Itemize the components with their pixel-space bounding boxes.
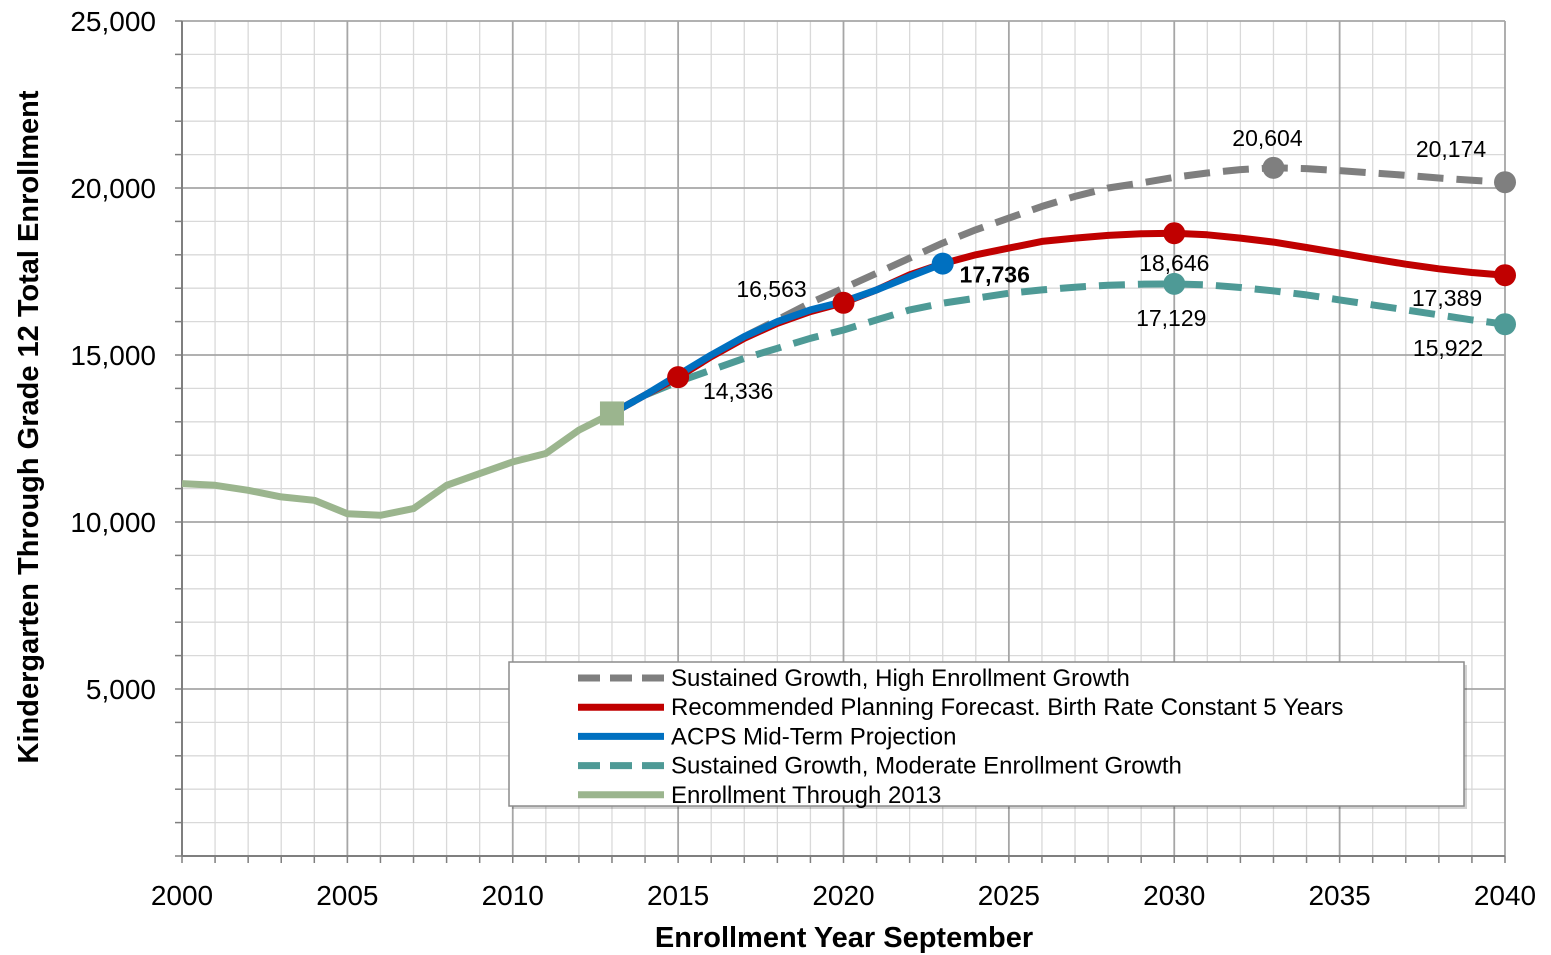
y-tick-label: 5,000 [86, 674, 156, 705]
x-tick-label: 2020 [812, 880, 874, 911]
x-tick-label: 2035 [1308, 880, 1370, 911]
y-tick-label: 20,000 [70, 173, 156, 204]
data-label: 20,174 [1416, 136, 1487, 162]
data-label: 17,736 [960, 262, 1030, 288]
data-label: 14,336 [703, 378, 773, 404]
x-tick-label: 2040 [1474, 880, 1536, 911]
data-label: 17,129 [1136, 305, 1206, 331]
series-marker [1163, 272, 1186, 295]
legend-entry: Sustained Growth, Moderate Enrollment Gr… [671, 753, 1182, 780]
x-axis-ticks: 2000 2005 2010 2015 2020 2025 2030 2035 2040 [151, 880, 1536, 911]
legend-box [508, 661, 1465, 807]
series-lines [181, 164, 1506, 519]
chart-legend: Sustained Growth, High Enrollment Growth… [508, 661, 1467, 809]
data-label: 20,604 [1232, 125, 1303, 151]
series-marker [1494, 264, 1516, 287]
series-marker [1163, 222, 1186, 245]
y-axis-ticks: 5,000 10,000 15,000 20,000 25,000 [70, 6, 156, 705]
data-label: 17,389 [1412, 285, 1482, 311]
legend-entry: Recommended Planning Forecast. Birth Rat… [671, 694, 1343, 721]
legend-entry: Enrollment Through 2013 [671, 782, 941, 809]
x-tick-label: 2005 [316, 880, 378, 911]
series-marker [931, 252, 954, 275]
series-markers [599, 156, 1516, 426]
series-line [610, 260, 944, 417]
legend-entry: Sustained Growth, High Enrollment Growth [671, 665, 1130, 692]
x-tick-label: 2015 [647, 880, 709, 911]
series-marker [1262, 156, 1285, 179]
y-axis-title: Kindergarten Through Grade 12 Total Enro… [13, 90, 45, 763]
x-tick-label: 2000 [151, 880, 213, 911]
series-marker [1494, 171, 1516, 194]
data-label: 18,646 [1139, 250, 1209, 276]
x-tick-label: 2030 [1143, 880, 1205, 911]
series-marker [832, 291, 855, 314]
series-line [610, 280, 1506, 417]
data-label: 15,922 [1413, 335, 1483, 361]
y-tick-label: 15,000 [70, 340, 156, 371]
y-tick-label: 10,000 [70, 507, 156, 538]
series-marker [667, 366, 690, 389]
legend-entry: ACPS Mid-Term Projection [671, 723, 956, 750]
x-tick-label: 2025 [978, 880, 1040, 911]
x-axis-title: Enrollment Year September [655, 922, 1033, 954]
y-tick-label: 25,000 [70, 6, 156, 37]
data-labels: 20,604 20,174 16,563 17,736 18,646 17,389 17,1… [703, 125, 1486, 404]
series-marker [1494, 313, 1516, 336]
x-tick-label: 2010 [482, 880, 544, 911]
data-label: 16,563 [736, 276, 806, 302]
series-line [181, 410, 614, 519]
series-marker [599, 401, 624, 426]
